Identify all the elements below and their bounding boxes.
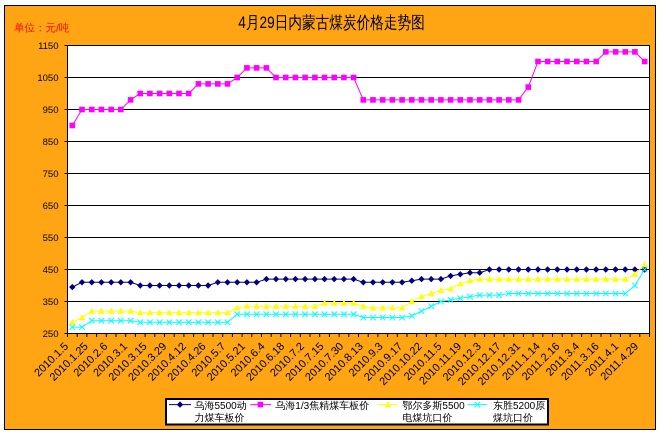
- svg-text:29: 29: [260, 14, 275, 33]
- svg-text:/: /: [56, 22, 59, 34]
- svg-text:550: 550: [43, 233, 59, 244]
- svg-text:5500: 5500: [442, 401, 465, 412]
- svg-text:4: 4: [238, 14, 246, 33]
- svg-text:5200: 5200: [513, 401, 536, 412]
- svg-text:1150: 1150: [38, 41, 58, 52]
- svg-text:650: 650: [43, 201, 59, 212]
- svg-text:950: 950: [43, 105, 59, 116]
- svg-text:350: 350: [43, 297, 59, 308]
- svg-text:5500: 5500: [215, 401, 238, 412]
- svg-text:250: 250: [43, 329, 59, 340]
- svg-text:1050: 1050: [37, 73, 58, 84]
- svg-text:750: 750: [43, 169, 59, 180]
- svg-text:450: 450: [43, 265, 59, 276]
- svg-text:1/3: 1/3: [295, 401, 309, 412]
- svg-text:850: 850: [43, 137, 59, 148]
